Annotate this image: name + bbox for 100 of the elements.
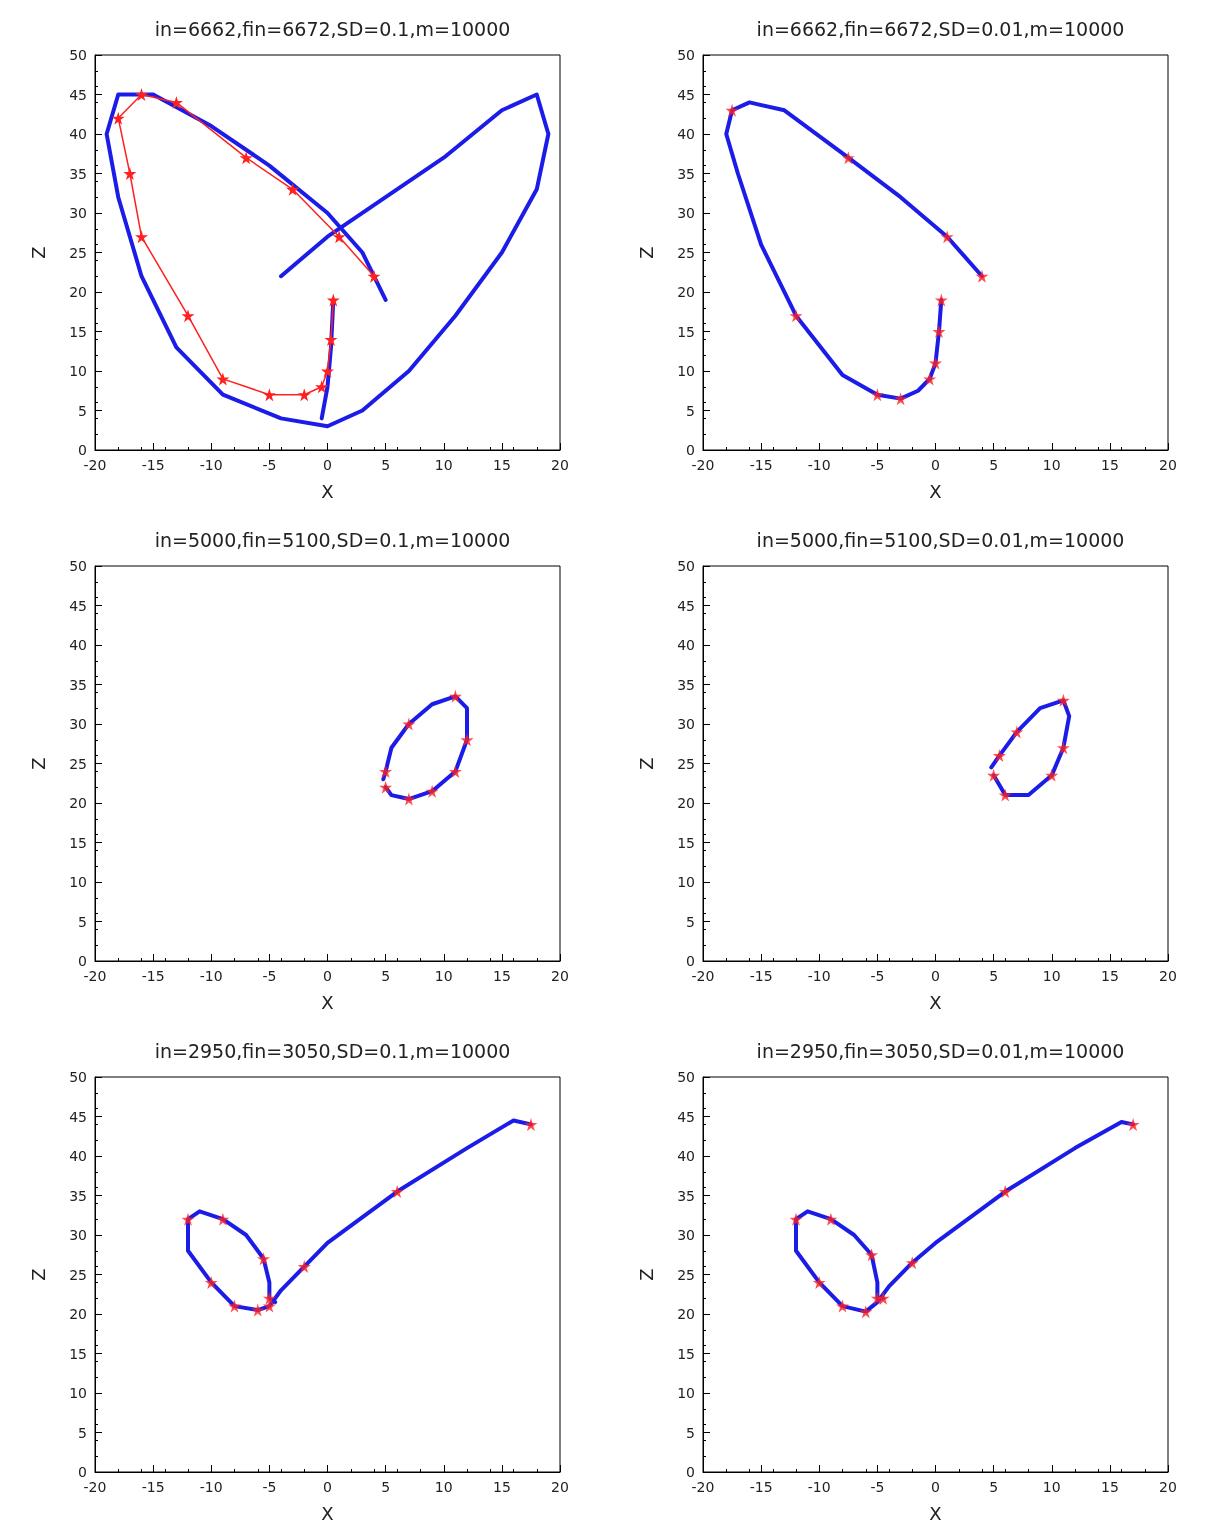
point [425, 784, 439, 798]
point [402, 717, 416, 731]
x-tick-label: -10 [807, 968, 831, 984]
point [135, 230, 148, 244]
line-series [104, 92, 551, 429]
y-tick-label: 45 [677, 86, 695, 103]
x-tick-label: -5 [870, 968, 885, 984]
point [929, 356, 942, 370]
y-tick-label: 50 [677, 558, 695, 574]
point [1045, 768, 1059, 782]
x-tick-label: -5 [870, 1479, 885, 1495]
y-tick-label: 5 [686, 1424, 695, 1441]
x-tick-label: 0 [323, 1479, 332, 1495]
y-tick-label: 5 [686, 402, 695, 419]
y-tick-label: 15 [677, 834, 695, 851]
y-tick-label: 30 [677, 205, 695, 221]
y-tick-label: 5 [686, 913, 695, 930]
y-tick-label: 15 [677, 1345, 695, 1362]
y-tick-label: 45 [69, 1108, 87, 1125]
point [216, 1212, 230, 1226]
point [181, 1212, 195, 1226]
x-tick-label: -20 [83, 1479, 107, 1495]
point [934, 293, 948, 307]
point [239, 151, 253, 165]
x-tick-label: 10 [1042, 1479, 1061, 1495]
point [998, 1185, 1012, 1199]
point [725, 103, 739, 117]
point [870, 1291, 884, 1305]
y-tick-label: 35 [677, 165, 695, 182]
x-tick-label: 5 [989, 1479, 999, 1495]
y-tick-label: 35 [69, 165, 87, 182]
x-tick-label: -10 [807, 1479, 831, 1495]
point [216, 372, 230, 386]
y-tick-label: 5 [78, 913, 87, 930]
point [1010, 725, 1024, 739]
y-tick-label: 50 [69, 558, 87, 574]
x-tick-label: 15 [492, 968, 511, 984]
point [870, 388, 884, 402]
point [251, 1303, 265, 1317]
y-tick-label: 30 [677, 1227, 695, 1243]
x-tick-label: 20 [551, 968, 569, 984]
y-tick-label: 50 [69, 47, 87, 63]
point [1056, 693, 1070, 707]
y-tick-label: 15 [69, 834, 87, 851]
point [812, 1275, 826, 1289]
y-tick-label: 0 [686, 953, 695, 969]
x-axis-title: X [929, 480, 942, 502]
x-tick-label: 0 [323, 968, 332, 984]
x-axis-title: X [929, 1502, 942, 1524]
point [262, 388, 276, 402]
point [987, 768, 1001, 782]
point [390, 1185, 404, 1199]
point [448, 764, 462, 778]
x-tick-label: -5 [262, 1479, 277, 1495]
y-tick-label: 0 [78, 953, 87, 969]
y-tick-label: 5 [78, 402, 87, 419]
y-tick-label: 20 [677, 795, 695, 811]
y-tick-label: 40 [69, 637, 87, 653]
x-tick-label: 20 [551, 457, 569, 473]
x-tick-label: 20 [1159, 968, 1177, 984]
chart-title: in=5000,fin=5100,SD=0.1,m=10000 [154, 528, 511, 551]
y-tick-label: 25 [677, 755, 695, 772]
y-tick-label: 0 [78, 1464, 87, 1480]
chart-title: in=6662,fin=6672,SD=0.1,m=10000 [154, 17, 511, 40]
y-tick-label: 25 [69, 244, 87, 261]
x-tick-label: 15 [492, 457, 511, 473]
point [169, 95, 183, 109]
y-tick-label: 15 [69, 323, 87, 340]
x-tick-label: -10 [199, 968, 223, 984]
point [1056, 741, 1070, 755]
point [297, 388, 311, 402]
x-tick-label: 0 [323, 457, 332, 473]
x-tick-label: 20 [551, 1479, 569, 1495]
x-tick-label: 0 [931, 457, 940, 473]
x-tick-label: 10 [434, 457, 453, 473]
point [111, 111, 125, 125]
y-axis-title: Z [635, 1268, 657, 1281]
point [262, 1299, 276, 1313]
x-tick-label: -15 [749, 457, 773, 473]
x-tick-label: -15 [141, 1479, 165, 1495]
y-tick-label: 0 [686, 1464, 695, 1480]
x-tick-label: -15 [749, 968, 773, 984]
x-tick-label: -10 [199, 1479, 223, 1495]
x-axis-title: X [321, 1502, 334, 1524]
y-tick-label: 20 [677, 284, 695, 300]
y-tick-label: 10 [677, 1385, 695, 1401]
x-tick-label: -20 [83, 457, 107, 473]
x-axis-title: X [321, 480, 334, 502]
point [460, 733, 474, 747]
x-tick-label: 10 [434, 968, 453, 984]
y-tick-label: 15 [69, 1345, 87, 1362]
x-tick-label: 10 [1042, 968, 1061, 984]
y-axis-title: Z [27, 1268, 49, 1281]
point [824, 1212, 838, 1226]
y-tick-label: 0 [78, 442, 87, 458]
x-tick-label: -5 [870, 457, 885, 473]
y-tick-label: 40 [69, 126, 87, 142]
x-tick-label: 5 [989, 968, 999, 984]
point [262, 1291, 276, 1305]
y-tick-label: 30 [69, 205, 87, 221]
